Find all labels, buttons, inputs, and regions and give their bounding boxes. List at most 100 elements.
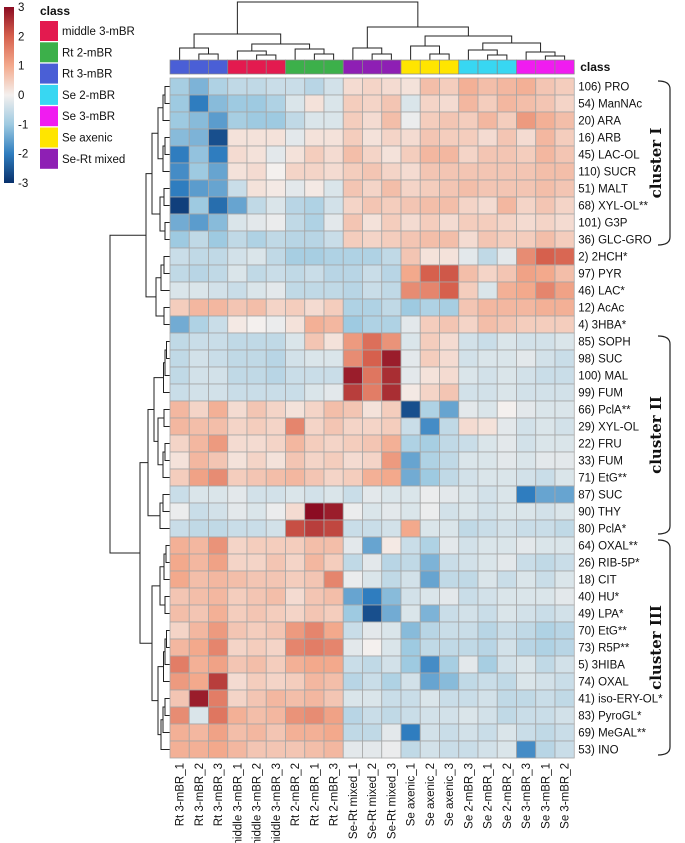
heatmap-cell — [439, 281, 460, 300]
heatmap-cell — [304, 655, 325, 674]
heatmap-cell — [227, 502, 248, 521]
heatmap-cell — [535, 230, 556, 249]
heatmap-cell — [169, 298, 190, 317]
heatmap-cell — [554, 162, 575, 181]
column-label: Rt 2-mBR_1 — [309, 763, 321, 826]
heatmap-cell — [188, 706, 209, 725]
heatmap-cell — [400, 383, 421, 402]
heatmap-cell — [516, 638, 537, 657]
heatmap-cell — [362, 128, 383, 147]
heatmap-cell — [496, 485, 517, 504]
heatmap-cell — [323, 638, 344, 657]
heatmap-cell — [227, 366, 248, 385]
heatmap-cell — [342, 417, 363, 436]
heatmap-cell — [419, 128, 440, 147]
row-label: 64) OXAL** — [578, 541, 638, 553]
heatmap-cell — [477, 383, 498, 402]
row-label: 26) RIB-5P* — [578, 558, 640, 570]
heatmap-cell — [188, 638, 209, 657]
heatmap-cell — [208, 468, 229, 487]
heatmap-cell — [188, 451, 209, 470]
col-link — [251, 43, 311, 51]
heatmap-cell — [227, 587, 248, 606]
heatmap-cell — [400, 502, 421, 521]
heatmap-cell — [285, 672, 306, 691]
heatmap-cell — [516, 434, 537, 453]
heatmap-cell — [304, 128, 325, 147]
class-annotation-bar: class — [169, 59, 611, 75]
heatmap-cell — [400, 213, 421, 232]
heatmap-cell — [381, 332, 402, 351]
heatmap-cell — [246, 315, 267, 334]
heatmap-cell — [400, 621, 421, 640]
heatmap-cell — [477, 366, 498, 385]
heatmap-cell — [439, 706, 460, 725]
heatmap-cell — [362, 247, 383, 266]
heatmap-cell — [496, 315, 517, 334]
heatmap-cell — [554, 553, 575, 572]
heatmap-cell — [227, 196, 248, 215]
heatmap-cell — [208, 298, 229, 317]
heatmap-cell — [323, 740, 344, 759]
heatmap-cell — [304, 570, 325, 589]
heatmap-cell — [496, 553, 517, 572]
heatmap-cell — [554, 468, 575, 487]
heatmap-cell — [227, 485, 248, 504]
heatmap-cell — [285, 417, 306, 436]
heatmap-cell — [265, 230, 286, 249]
heatmap-cell — [400, 145, 421, 164]
heatmap-cell — [400, 553, 421, 572]
heatmap-cell — [188, 315, 209, 334]
row-label: 83) PyroGL* — [578, 711, 642, 723]
heatmap-cell — [265, 332, 286, 351]
heatmap-cell — [188, 740, 209, 759]
col-link — [236, 1, 419, 34]
heatmap-cell — [285, 264, 306, 283]
column-label: Rt 3-mBR_2 — [194, 763, 206, 826]
heatmap-cell — [188, 468, 209, 487]
heatmap-cell — [246, 332, 267, 351]
row-label: 100) MAL — [578, 371, 628, 383]
heatmap-cell — [208, 723, 229, 742]
col-link — [544, 55, 566, 60]
heatmap-cell — [246, 519, 267, 538]
heatmap-cell — [535, 672, 556, 691]
column-dendrogram — [179, 1, 566, 60]
heatmap-cell — [554, 672, 575, 691]
heatmap-cell — [285, 655, 306, 674]
cluster-label: cluster III — [647, 605, 665, 690]
class-cell — [554, 59, 575, 75]
column-label: Se-Rt mixed_3 — [386, 763, 398, 839]
heatmap-cell — [188, 417, 209, 436]
row-link — [151, 132, 160, 215]
heatmap-cell — [323, 281, 344, 300]
class-cell — [516, 59, 537, 75]
heatmap-cell — [458, 179, 479, 198]
heatmap-cell — [169, 587, 190, 606]
heatmap-cell — [554, 519, 575, 538]
legend-swatch — [40, 127, 58, 148]
column-label: Se 3-mBR_3 — [521, 763, 533, 829]
heatmap-cell — [458, 366, 479, 385]
colorbar: 3 2 1 0 -1 -2 -3 — [4, 2, 28, 190]
heatmap-cell — [265, 264, 286, 283]
heatmap-cell — [458, 536, 479, 555]
heatmap-cell — [188, 434, 209, 453]
heatmap-cell — [496, 638, 517, 657]
heatmap-cell — [342, 536, 363, 555]
heatmap-cell — [400, 706, 421, 725]
heatmap-cell — [304, 264, 325, 283]
heatmap-cell — [516, 723, 537, 742]
heatmap-cell — [246, 553, 267, 572]
colorbar-tick: 3 — [18, 2, 24, 14]
heatmap-cell — [400, 349, 421, 368]
heatmap-cell — [554, 94, 575, 113]
heatmap-cell — [381, 706, 402, 725]
heatmap-cell — [323, 128, 344, 147]
heatmap-cell — [477, 672, 498, 691]
row-label: 53) INO — [578, 745, 618, 757]
heatmap-cell — [342, 502, 363, 521]
heatmap-cell — [496, 77, 517, 96]
class-cell — [400, 59, 421, 75]
